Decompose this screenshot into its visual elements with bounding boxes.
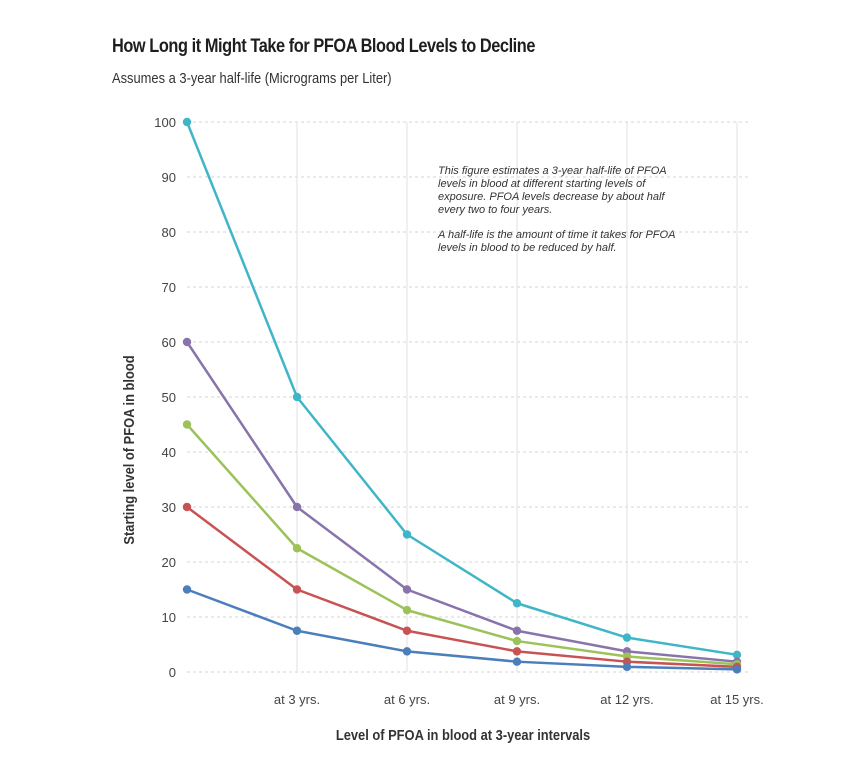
series-4 — [182, 502, 742, 672]
series-line — [186, 588, 738, 671]
data-point — [292, 502, 302, 512]
data-point — [182, 502, 192, 512]
x-tick-label: at 15 yrs. — [710, 692, 763, 707]
x-tick-label: at 6 yrs. — [384, 692, 430, 707]
y-axis-title: Starting level of PFOA in blood — [120, 355, 137, 544]
data-point — [402, 585, 412, 594]
y-tick-label: 10 — [162, 610, 176, 625]
y-tick-label: 30 — [162, 500, 176, 515]
data-point — [292, 626, 302, 635]
data-point — [292, 392, 302, 402]
data-point — [402, 530, 412, 539]
data-point — [622, 633, 632, 642]
data-point — [512, 647, 522, 656]
data-point — [182, 337, 192, 347]
chart-subtitle: Assumes a 3-year half-life (Micrograms p… — [112, 70, 392, 87]
x-tick-label: at 3 yrs. — [274, 692, 320, 707]
data-point — [182, 420, 192, 429]
series-5 — [182, 585, 742, 674]
series-line — [185, 341, 738, 663]
data-point — [512, 626, 522, 635]
series-line — [186, 423, 738, 666]
y-tick-label: 90 — [162, 170, 176, 185]
y-tick-label: 0 — [169, 665, 176, 680]
y-tick-label: 100 — [154, 115, 176, 130]
chart-annotation: This figure estimates a 3-year half-life… — [438, 165, 678, 267]
data-point — [512, 599, 522, 608]
x-tick-label: at 9 yrs. — [494, 692, 540, 707]
y-tick-label: 20 — [162, 555, 176, 570]
data-point — [512, 657, 522, 666]
data-point — [402, 626, 412, 635]
y-tick-label: 40 — [162, 445, 176, 460]
data-point — [512, 636, 522, 646]
data-point — [622, 662, 632, 672]
data-point — [402, 647, 412, 656]
chart-title: How Long it Might Take for PFOA Blood Le… — [112, 36, 535, 57]
series-3 — [182, 420, 742, 669]
y-tick-label: 50 — [162, 390, 176, 405]
data-point — [292, 544, 302, 553]
y-axis-tick-labels: 0 10 20 30 40 50 60 70 80 90 100 — [154, 115, 176, 680]
y-tick-label: 60 — [162, 335, 176, 350]
series-lines — [182, 117, 742, 674]
annotation-paragraph-1: This figure estimates a 3-year half-life… — [438, 165, 667, 216]
series-line — [185, 121, 738, 657]
y-tick-label: 70 — [162, 280, 176, 295]
data-point — [182, 117, 192, 127]
data-point — [182, 585, 192, 594]
series-1 — [182, 117, 742, 660]
x-axis-title: Level of PFOA in blood at 3-year interva… — [336, 726, 591, 743]
series-line — [186, 506, 738, 669]
data-point — [732, 650, 742, 660]
data-point — [292, 585, 302, 594]
x-axis-tick-labels: at 3 yrs. at 6 yrs. at 9 yrs. at 12 yrs. at … — [274, 692, 764, 707]
y-tick-label: 80 — [162, 225, 176, 240]
gridlines — [187, 121, 749, 673]
x-tick-label: at 12 yrs. — [600, 692, 653, 707]
data-point — [732, 665, 742, 674]
data-point — [402, 605, 412, 615]
annotation-paragraph-2: A half-life is the amount of time it tak… — [438, 229, 675, 254]
